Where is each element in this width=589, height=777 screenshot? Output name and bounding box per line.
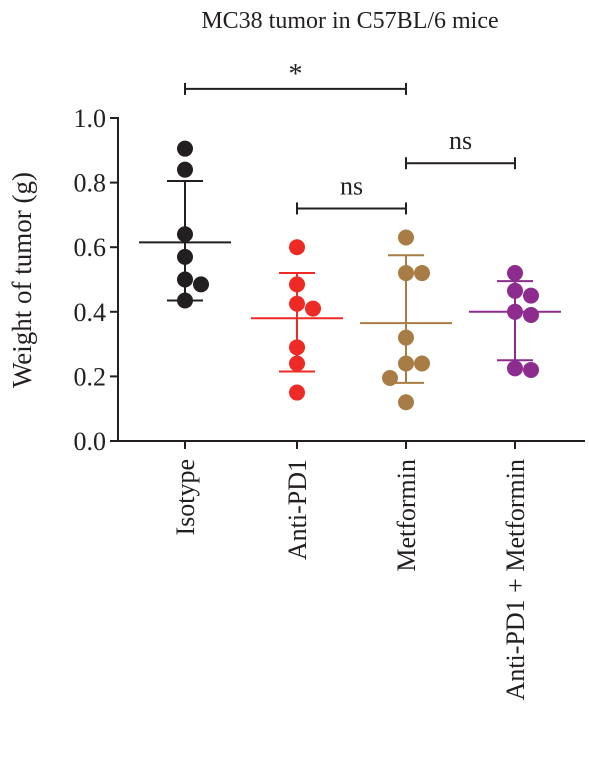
y-tick-label: 0.8 [74, 169, 107, 198]
data-point [398, 355, 414, 372]
significance-label: ns [449, 126, 472, 155]
data-point [177, 161, 193, 178]
axes: 0.0 0.2 0.4 0.6 0.8 1.0 Isotype Anti-PD1 Metform… [74, 104, 585, 700]
data-point [507, 303, 523, 320]
data-point [507, 360, 523, 377]
data-point [507, 265, 523, 282]
x-tick-label: Metformin [392, 459, 421, 572]
data-point [398, 329, 414, 346]
data-points [177, 140, 539, 411]
data-point [177, 292, 193, 309]
data-point [398, 394, 414, 411]
data-point [177, 140, 193, 157]
y-tick-label: 0.2 [74, 362, 107, 391]
y-tick-label: 0.4 [74, 298, 107, 327]
x-tick-label: Anti-PD1 + Metformin [501, 459, 530, 700]
data-point [414, 265, 430, 282]
data-point [414, 355, 430, 372]
data-point [523, 361, 539, 378]
y-axis-label: Weight of tumor (g) [7, 172, 37, 388]
data-point [507, 282, 523, 299]
data-point [289, 355, 305, 372]
y-tick-label: 0.0 [74, 427, 107, 456]
data-point [289, 384, 305, 401]
x-tick-label: Isotype [171, 459, 200, 536]
data-point [523, 307, 539, 324]
significance-label: * [289, 59, 303, 90]
data-point [523, 287, 539, 304]
data-point [289, 276, 305, 293]
data-point [382, 370, 398, 387]
significance-annotations: * ns ns [184, 59, 516, 215]
data-point [289, 239, 305, 256]
data-point [177, 248, 193, 265]
data-point [398, 265, 414, 282]
data-point [193, 276, 209, 293]
data-point [398, 229, 414, 246]
y-tick-label: 0.6 [74, 233, 107, 262]
y-tick-label: 1.0 [74, 104, 107, 133]
significance-label: ns [340, 171, 363, 200]
data-point [289, 339, 305, 356]
data-point [305, 300, 321, 317]
data-point [177, 271, 193, 288]
data-point [289, 295, 305, 312]
x-tick-label: Anti-PD1 [283, 459, 312, 560]
chart-title: MC38 tumor in C57BL/6 mice [201, 8, 498, 34]
data-point [177, 226, 193, 243]
